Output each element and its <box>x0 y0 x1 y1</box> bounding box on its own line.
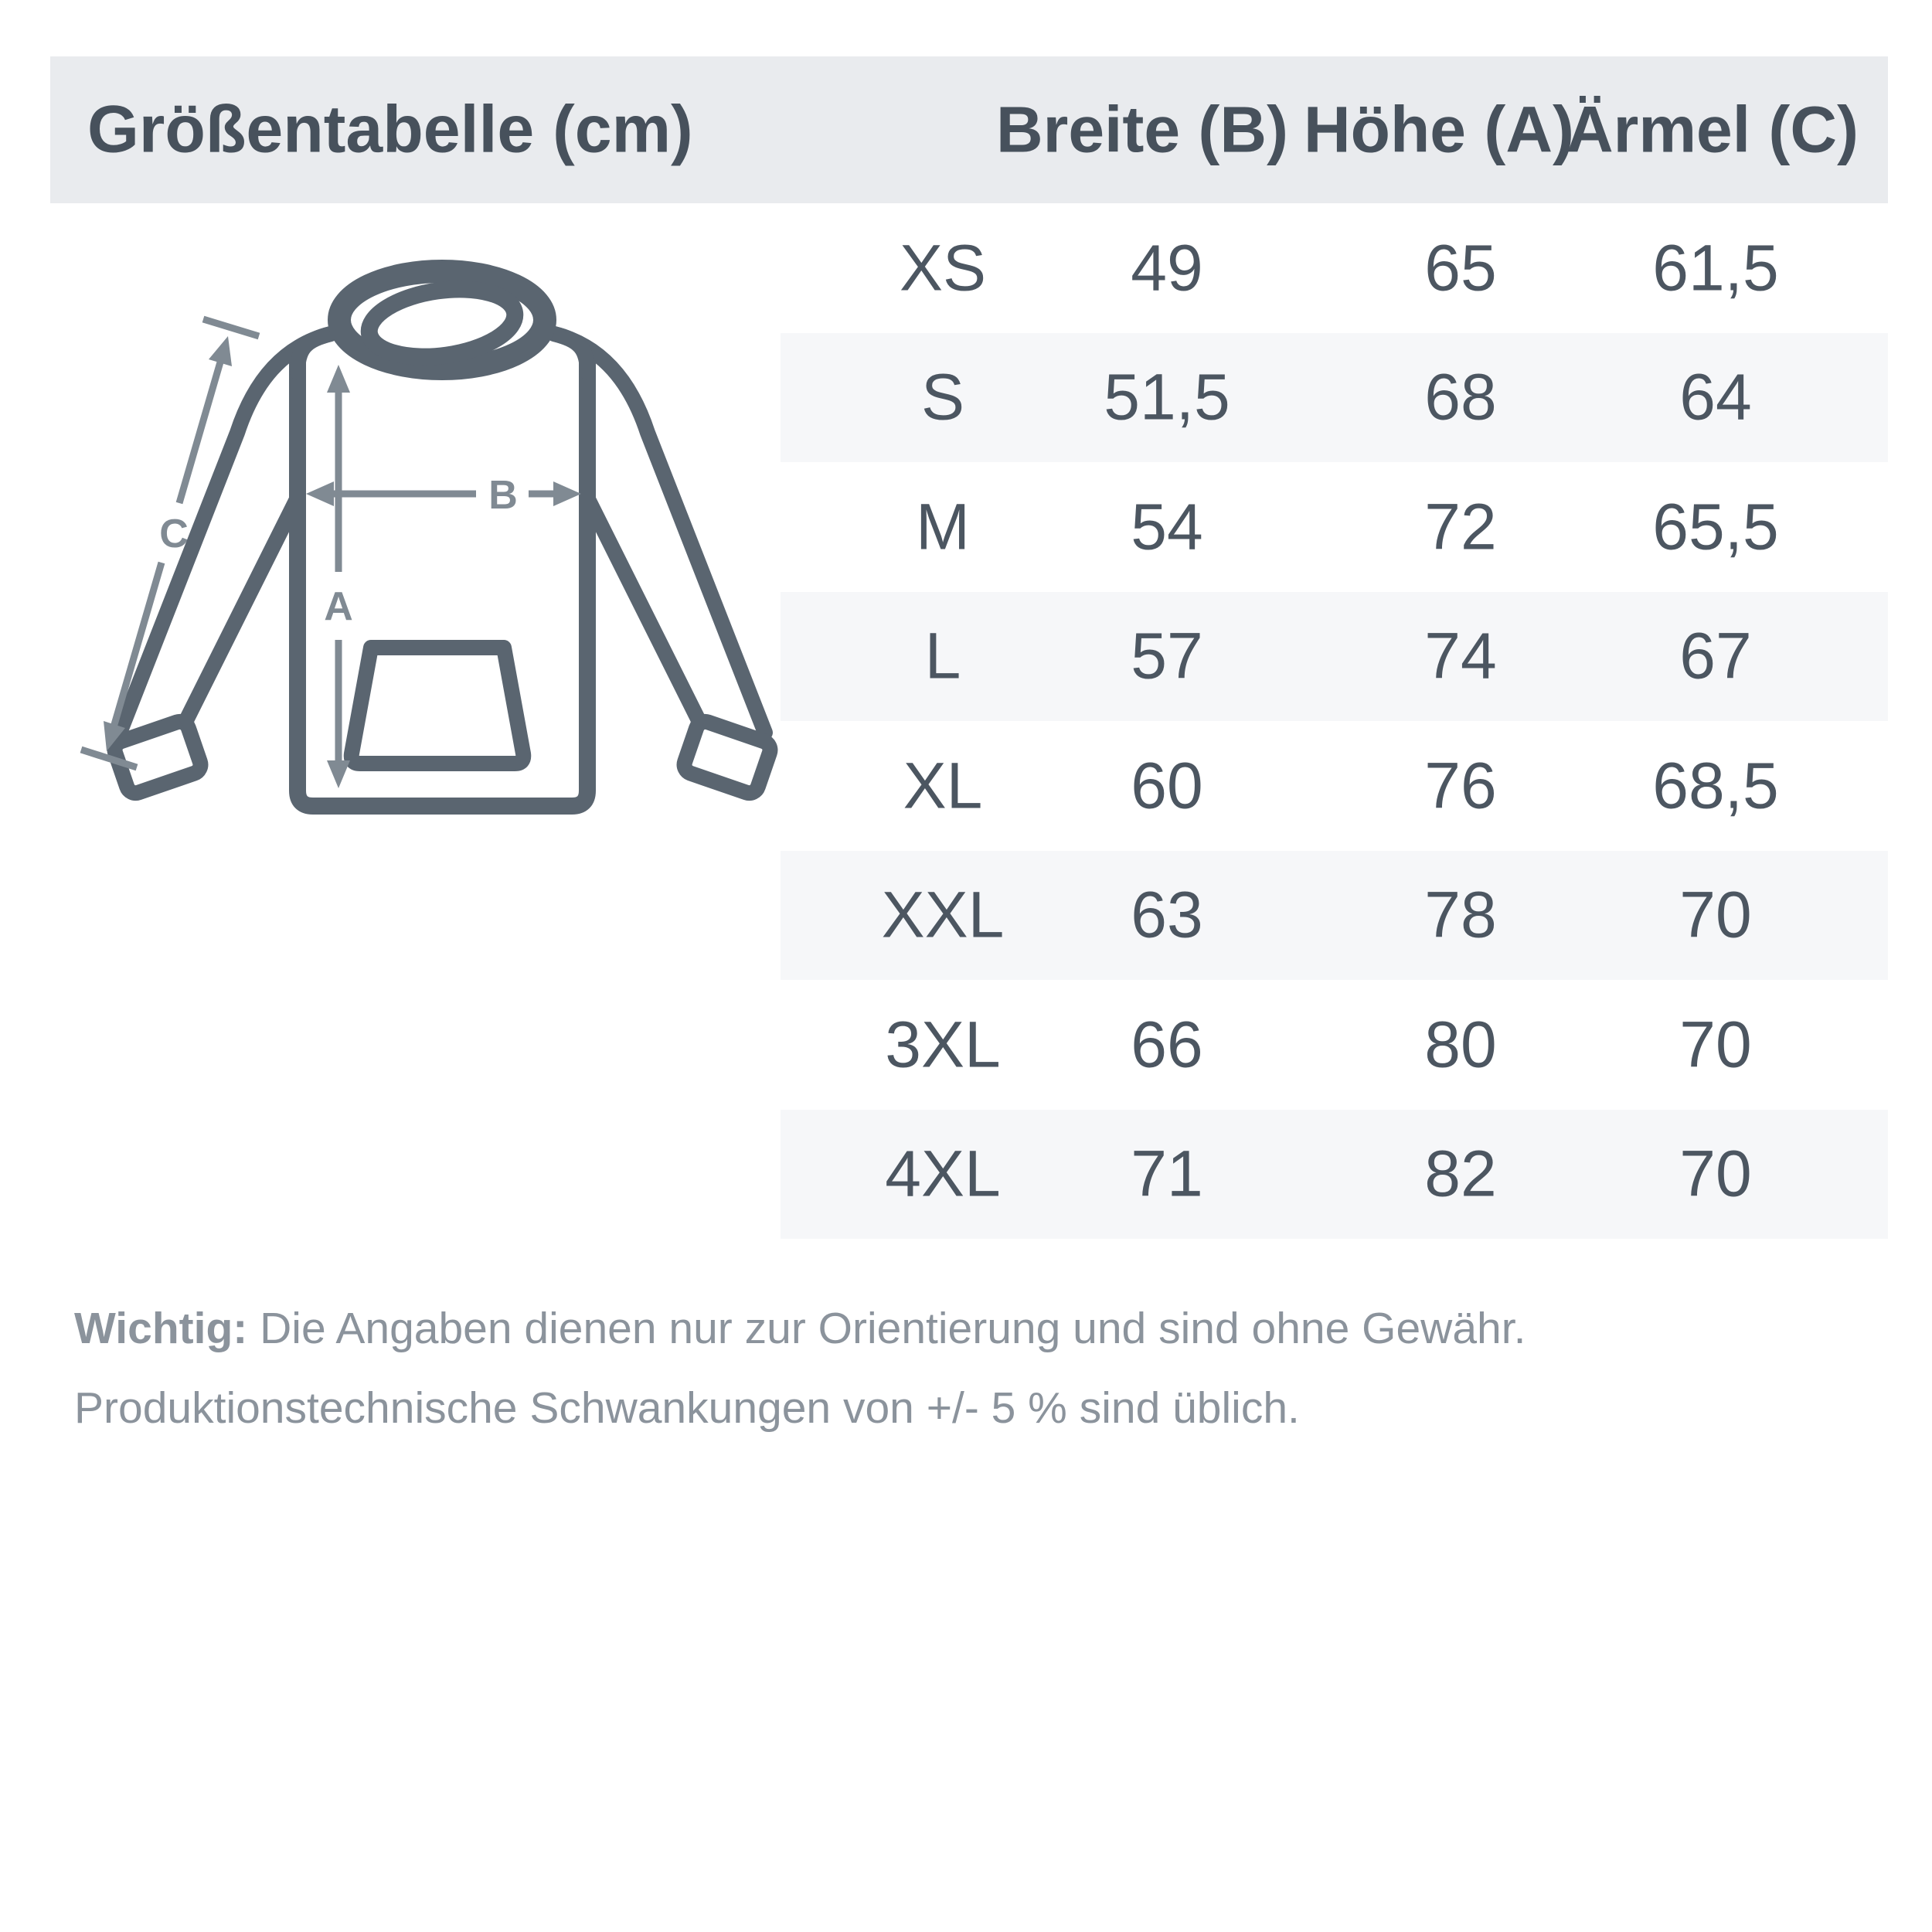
hoehe-value: 80 <box>1424 1008 1497 1081</box>
breite-value: 51,5 <box>1104 360 1230 434</box>
hood-outline <box>328 260 556 380</box>
dimension-arrow-a: A <box>324 365 353 788</box>
hoodie-diagram: A B C <box>80 260 778 815</box>
breite-value: 57 <box>1131 619 1203 692</box>
size-label: XS <box>899 231 987 304</box>
size-label: M <box>916 490 970 563</box>
dimension-label-b: B <box>488 473 518 518</box>
hoehe-value: 74 <box>1424 619 1497 692</box>
table-row: XXL 63 78 70 <box>781 850 1888 980</box>
aermel-value: 61,5 <box>1652 231 1779 304</box>
size-label: L <box>924 619 961 692</box>
column-header-aermel: Ärmel (C) <box>1566 93 1859 166</box>
pocket-outline <box>343 640 532 771</box>
hoehe-value: 65 <box>1424 231 1497 304</box>
size-table: XS 49 65 61,5 S 51,5 68 64 M 54 72 65,5 … <box>781 203 1888 1239</box>
size-label: 4XL <box>885 1137 1001 1210</box>
aermel-value: 67 <box>1679 619 1752 692</box>
table-row: S 51,5 68 64 <box>781 332 1888 462</box>
breite-value: 66 <box>1131 1008 1203 1081</box>
table-row: XL 60 76 68,5 <box>781 721 1888 851</box>
hoehe-value: 78 <box>1424 878 1497 951</box>
table-row: 3XL 66 80 70 <box>781 980 1888 1110</box>
aermel-value: 65,5 <box>1652 490 1779 563</box>
breite-value: 63 <box>1131 878 1203 951</box>
table-row: L 57 74 67 <box>781 591 1888 721</box>
dimension-arrow-b: B <box>306 473 581 518</box>
column-header-breite: Breite (B) <box>995 93 1289 166</box>
dimension-label-c: C <box>159 512 189 556</box>
breite-value: 54 <box>1131 490 1203 563</box>
size-label: S <box>920 360 965 434</box>
aermel-value: 70 <box>1679 1008 1752 1081</box>
hoehe-value: 72 <box>1424 490 1497 563</box>
aermel-value: 70 <box>1679 1137 1752 1210</box>
dimension-arrow-c: C <box>80 315 260 771</box>
dimension-label-a: A <box>324 584 353 629</box>
breite-value: 71 <box>1131 1137 1203 1210</box>
size-label: XXL <box>881 878 1005 951</box>
disclaimer-label: Wichtig: <box>74 1304 248 1353</box>
breite-value: 60 <box>1131 749 1203 822</box>
hoehe-value: 68 <box>1424 360 1497 434</box>
table-row: 4XL 71 82 70 <box>781 1109 1888 1239</box>
hoehe-value: 82 <box>1424 1137 1497 1210</box>
breite-value: 49 <box>1131 231 1203 304</box>
hoehe-value: 76 <box>1424 749 1497 822</box>
page-title: Größentabelle (cm) <box>87 92 693 167</box>
disclaimer-line-2: Produktionstechnische Schwankungen von +… <box>74 1383 1300 1433</box>
column-header-hoehe: Höhe (A) <box>1304 93 1574 166</box>
left-shoulder-line <box>290 326 338 380</box>
size-label: XL <box>903 749 983 822</box>
aermel-value: 68,5 <box>1652 749 1779 822</box>
aermel-value: 64 <box>1679 360 1752 434</box>
table-row: XS 49 65 61,5 <box>781 203 1888 333</box>
aermel-value: 70 <box>1679 878 1752 951</box>
table-header: Größentabelle (cm) Breite (B) Höhe (A) Ä… <box>50 56 1888 203</box>
table-row: M 54 72 65,5 <box>781 462 1888 592</box>
disclaimer-line-1: Wichtig: Die Angaben dienen nur zur Orie… <box>74 1304 1526 1353</box>
right-shoulder-line <box>546 326 595 380</box>
size-label: 3XL <box>885 1008 1001 1081</box>
disclaimer-note: Wichtig: Die Angaben dienen nur zur Orie… <box>74 1289 1867 1448</box>
